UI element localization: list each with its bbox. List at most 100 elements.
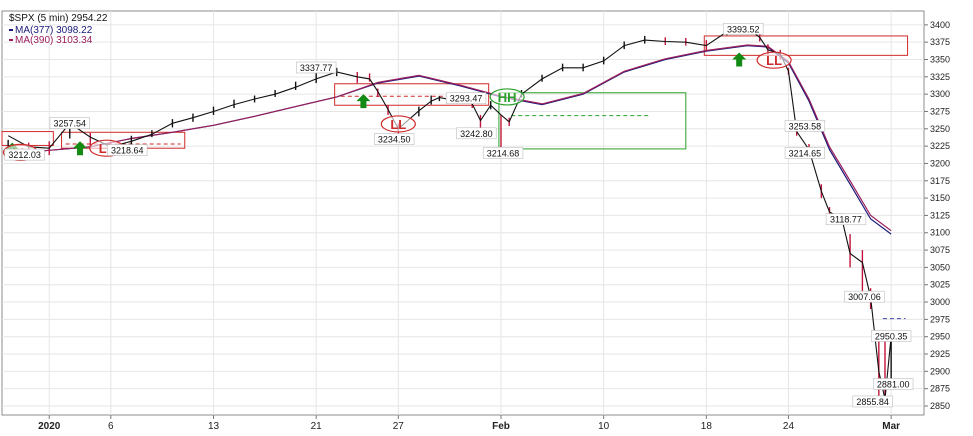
- y-tick-label: 2875: [930, 384, 950, 394]
- y-tick-label: 3125: [930, 210, 950, 220]
- value-label-bg: [844, 290, 885, 303]
- y-tick-label: 2900: [930, 366, 950, 376]
- lower-low-marker: [756, 51, 792, 69]
- value-label: 2881.00: [873, 378, 914, 390]
- value-label-bg: [296, 61, 337, 74]
- y-tick-label: 3025: [930, 280, 950, 290]
- value-label: 3293.47: [445, 92, 487, 104]
- value-label-bg: [482, 146, 524, 159]
- value-label: 3218.64: [107, 144, 148, 156]
- value-label: 3257.54: [49, 117, 90, 129]
- value-label: 3242.80: [456, 127, 497, 140]
- value-label-text: 2881.00: [877, 380, 910, 390]
- buy-arrow-icon: [73, 141, 88, 156]
- value-label-text: 3218.64: [111, 146, 144, 156]
- legend-entry: MA(377) 3098.22: [15, 25, 93, 36]
- x-tick-label: 10: [598, 421, 610, 432]
- y-tick-label: 3300: [930, 89, 950, 99]
- value-label-text: 3337.77: [300, 63, 333, 73]
- value-label-bg: [825, 213, 867, 226]
- value-labels: 3212.03 3257.54 3218.64 3337.77 3293.47 3234.…: [4, 23, 914, 408]
- plot-frame: [1, 10, 925, 416]
- y-tick-label: 3100: [930, 228, 950, 238]
- y-tick-label: 3150: [930, 193, 950, 203]
- y-tick-label: 3075: [930, 245, 950, 255]
- y-axis: 2850 2875 2900 2925 2950 2975 3000 3025 3050 3075…: [924, 20, 950, 411]
- y-tick-label: 3000: [930, 297, 950, 307]
- x-tick-label: 21: [311, 421, 323, 432]
- value-label-text: 3118.77: [830, 215, 862, 225]
- value-label-text: 3212.03: [8, 150, 41, 160]
- x-tick-label: 18: [701, 421, 713, 432]
- value-label-text: 3257.54: [53, 119, 86, 129]
- value-label: 2855.84: [852, 395, 893, 408]
- value-label-bg: [4, 148, 45, 161]
- x-tick-label: 6: [108, 421, 114, 432]
- x-tick-label: Feb: [492, 421, 510, 432]
- x-tick-label: 13: [208, 421, 220, 432]
- resistance-box: [334, 83, 490, 106]
- value-label-bg: [456, 127, 497, 140]
- value-label-bg: [873, 378, 914, 390]
- y-tick-label: 3250: [930, 124, 950, 134]
- lower-low-text: LL: [766, 53, 782, 68]
- value-label: 3214.65: [784, 147, 826, 159]
- x-tick-label: 27: [393, 421, 405, 432]
- value-label-text: 2950.35: [875, 331, 908, 341]
- y-tick-label: 3175: [930, 176, 950, 186]
- value-label-bg: [374, 133, 415, 145]
- price-line: [7, 27, 892, 400]
- chart-symbol-label: $SPX (5 min) 2954.22: [9, 13, 108, 24]
- y-tick-label: 3200: [930, 158, 950, 168]
- value-label: 3212.03: [4, 148, 45, 161]
- buy-arrow-icon: [356, 94, 371, 109]
- buy-arrow-icon: [732, 52, 747, 67]
- value-label-text: 3253.58: [789, 121, 822, 131]
- value-label-bg: [49, 117, 90, 129]
- value-label: 3214.68: [482, 146, 524, 159]
- lower-low-text: LL: [390, 117, 406, 132]
- lower-low-marker: [380, 115, 416, 133]
- value-label: 3007.06: [844, 290, 885, 303]
- legend: $SPX (5 min) 2954.22 MA(377) 3098.22MA(3…: [9, 13, 108, 46]
- x-tick-label: 24: [783, 421, 795, 432]
- value-label-text: 3242.80: [460, 129, 493, 139]
- y-tick-label: 3275: [930, 106, 950, 116]
- legend-entry: MA(390) 3103.34: [15, 35, 93, 46]
- y-tick-label: 3350: [930, 55, 950, 65]
- value-label-bg: [107, 144, 148, 156]
- value-label: 3393.52: [723, 23, 764, 35]
- y-tick-label: 3050: [930, 262, 950, 272]
- value-label-text: 3293.47: [450, 94, 483, 104]
- y-tick-label: 2850: [930, 401, 950, 411]
- value-label-text: 3393.52: [727, 24, 760, 34]
- higher-high-text: HH: [498, 90, 517, 105]
- y-tick-label: 2975: [930, 314, 950, 324]
- y-tick-label: 3225: [930, 141, 950, 151]
- value-label-text: 2855.84: [856, 397, 889, 407]
- value-label-bg: [784, 147, 826, 159]
- higher-high-marker: [489, 88, 525, 106]
- x-tick-label: Mar: [882, 421, 900, 432]
- value-label: 3253.58: [784, 120, 826, 132]
- value-label: 2950.35: [870, 330, 912, 342]
- value-label-text: 3214.65: [789, 148, 822, 158]
- value-label-text: 3214.68: [487, 148, 520, 158]
- y-tick-label: 3325: [930, 72, 950, 82]
- y-tick-label: 3400: [930, 20, 950, 30]
- higher-high-box: [498, 92, 687, 150]
- x-tick-label: 2020: [38, 421, 61, 432]
- value-label-bg: [445, 92, 487, 104]
- y-tick-label: 3375: [930, 37, 950, 47]
- value-label: 3337.77: [296, 61, 337, 74]
- value-label: 3118.77: [825, 213, 867, 226]
- y-tick-label: 2925: [930, 349, 950, 359]
- value-label-bg: [723, 23, 764, 35]
- x-axis: 2020 6 13 21 27 Feb 10 18 24 Mar: [38, 415, 900, 432]
- y-tick-label: 2950: [930, 332, 950, 342]
- value-label-bg: [784, 120, 826, 132]
- value-label-text: 3007.06: [848, 292, 881, 302]
- value-label: 3234.50: [374, 133, 415, 145]
- value-label-bg: [870, 330, 912, 342]
